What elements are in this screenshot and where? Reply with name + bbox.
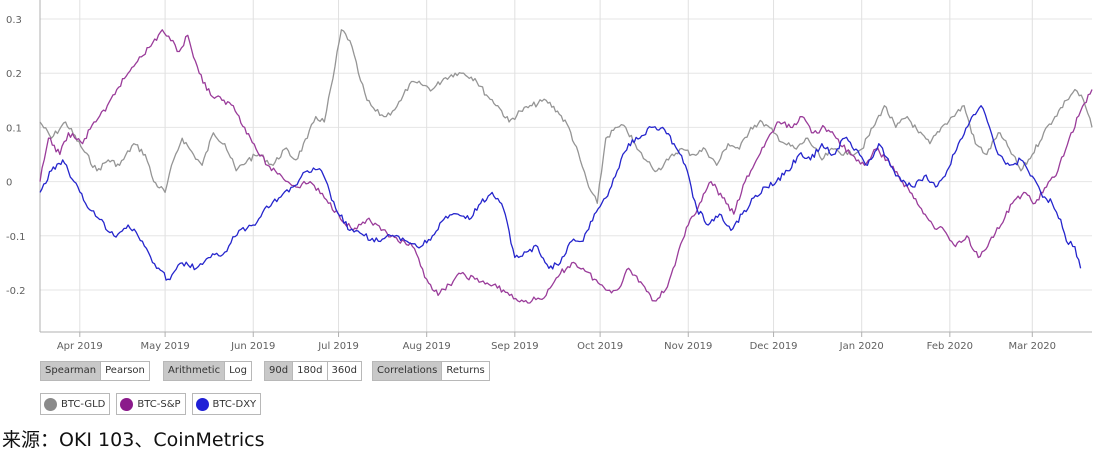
- series-line-btcdxy: [39, 105, 1082, 281]
- legend-swatch-btc-dxy: [195, 397, 209, 411]
- legend-swatch-btc-gld: [44, 397, 57, 411]
- x-tick-label: Aug 2019: [403, 341, 451, 352]
- y-tick-label: 0.2: [6, 69, 22, 80]
- series-line-btcsp: [39, 29, 1093, 304]
- window-360d-button[interactable]: 360d: [326, 361, 362, 381]
- log-button[interactable]: Log: [224, 361, 252, 381]
- x-tick-label: Nov 2019: [664, 341, 712, 352]
- legend-item-btc-sp[interactable]: BTC-S&P: [116, 393, 186, 415]
- spearman-button[interactable]: Spearman: [40, 361, 102, 381]
- method-toggle: Spearman Pearson: [40, 361, 150, 381]
- legend-swatch-btc-sp: [120, 397, 134, 411]
- chart-grid: [39, 0, 1092, 337]
- window-180d-button[interactable]: 180d: [292, 361, 328, 381]
- x-tick-label: Jan 2020: [839, 341, 884, 352]
- legend-label-btc-gld: BTC-GLD: [61, 398, 106, 410]
- x-tick-label: Sep 2019: [491, 341, 538, 352]
- legend-label-btc-sp: BTC-S&P: [137, 398, 181, 410]
- source-caption: 来源：OKI 103、CoinMetrics: [2, 429, 265, 451]
- x-tick-label: Mar 2020: [1009, 341, 1057, 352]
- correlation-chart: 0.3 0.2 0.1 0 -0.1 -0.2 Apr 2019 May 2019 Jun 2…: [6, 0, 1093, 352]
- x-axis-ticks: Apr 2019 May 2019 Jun 2019 Jul 2019 Aug 2019…: [57, 341, 1056, 352]
- arithmetic-button[interactable]: Arithmetic: [163, 361, 226, 381]
- y-tick-label: 0.3: [6, 15, 22, 26]
- x-tick-label: Feb 2020: [927, 341, 973, 352]
- returns-button[interactable]: Returns: [441, 361, 490, 381]
- pearson-button[interactable]: Pearson: [100, 361, 150, 381]
- x-tick-label: Jun 2019: [230, 341, 275, 352]
- y-tick-label: -0.1: [6, 232, 26, 243]
- legend: BTC-GLD BTC-S&P BTC-DXY: [40, 393, 262, 415]
- x-tick-label: Oct 2019: [577, 341, 623, 352]
- x-tick-label: Apr 2019: [57, 341, 103, 352]
- chart-series: [39, 29, 1093, 304]
- y-tick-label: 0.1: [6, 123, 22, 134]
- mode-toggle: Correlations Returns: [372, 361, 490, 381]
- scale-toggle: Arithmetic Log: [163, 361, 252, 381]
- y-tick-label: -0.2: [6, 286, 26, 297]
- legend-item-btc-dxy[interactable]: BTC-DXY: [191, 393, 262, 415]
- legend-item-btc-gld[interactable]: BTC-GLD: [40, 393, 111, 415]
- window-toggle: 90d 180d 360d: [264, 361, 362, 381]
- x-tick-label: May 2019: [140, 341, 189, 352]
- series-line-btcgld: [39, 29, 1093, 204]
- y-tick-label: 0: [6, 178, 12, 189]
- window-90d-button[interactable]: 90d: [264, 361, 294, 381]
- x-tick-label: Jul 2019: [317, 341, 359, 352]
- correlations-button[interactable]: Correlations: [372, 361, 443, 381]
- y-axis-ticks: 0.3 0.2 0.1 0 -0.1 -0.2: [6, 15, 26, 297]
- x-tick-label: Dec 2019: [750, 341, 798, 352]
- legend-label-btc-dxy: BTC-DXY: [212, 398, 257, 410]
